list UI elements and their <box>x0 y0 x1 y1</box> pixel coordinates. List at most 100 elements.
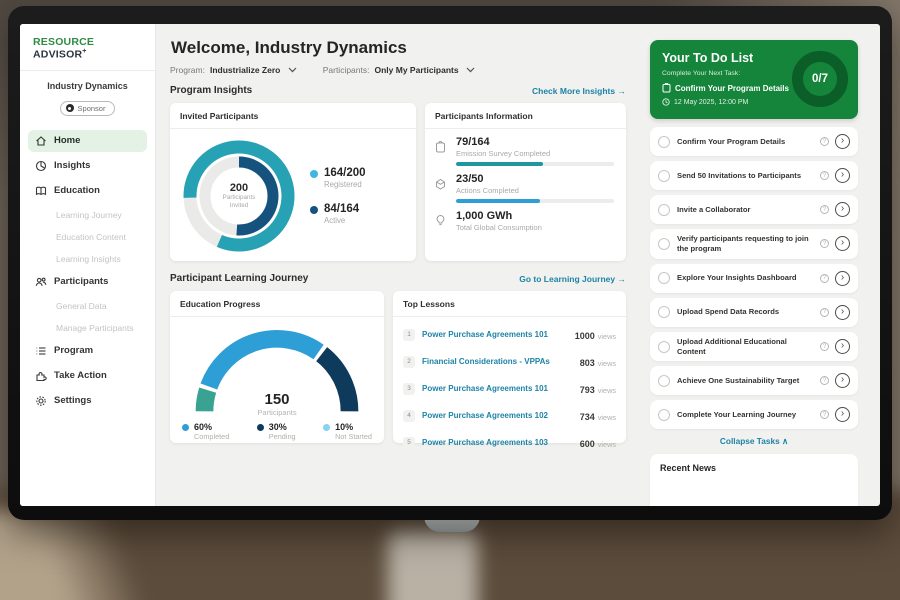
sidebar-item-label: Education <box>54 185 100 196</box>
lesson-link[interactable]: Financial Considerations - VPPAs <box>422 357 573 366</box>
program-filter-label: Program: <box>170 65 205 75</box>
top-lessons-card: Top Lessons 1 Power Purchase Agreements … <box>393 291 626 443</box>
task-item[interactable]: Upload Spend Data Records ? › <box>650 298 858 327</box>
not-started-dot-icon <box>323 424 330 431</box>
task-item[interactable]: Upload Additional Educational Content ? … <box>650 332 858 362</box>
actions-icon <box>435 178 446 190</box>
invited-participants-card: Invited Participants 200 ParticipantsInv… <box>170 103 416 261</box>
help-icon[interactable]: ? <box>820 376 829 385</box>
task-checkbox[interactable] <box>658 238 670 250</box>
lesson-rank: 2 <box>403 356 415 368</box>
app-logo: RESOURCE ADVISOR+ <box>20 24 155 71</box>
program-filter[interactable]: Program:Industrialize Zero <box>170 65 297 75</box>
task-checkbox[interactable] <box>658 204 670 216</box>
sidebar-item-insights[interactable]: Insights <box>28 155 147 177</box>
sidebar-item-label: Home <box>54 135 80 146</box>
task-item[interactable]: Explore Your Insights Dashboard ? › <box>650 264 858 293</box>
task-item[interactable]: Achieve One Sustainability Target ? › <box>650 366 858 395</box>
lesson-link[interactable]: Power Purchase Agreements 103 <box>422 438 573 447</box>
sidebar-item-learning-journey[interactable]: Learning Journey <box>28 205 147 225</box>
help-icon[interactable]: ? <box>820 410 829 419</box>
task-checkbox[interactable] <box>658 409 670 421</box>
task-item[interactable]: Confirm Your Program Details ? › <box>650 127 858 156</box>
task-checkbox[interactable] <box>658 306 670 318</box>
chevron-right-icon[interactable]: › <box>835 236 850 251</box>
monitor-stand <box>388 530 478 600</box>
task-checkbox[interactable] <box>658 170 670 182</box>
check-more-insights-link[interactable]: Check More Insights → <box>532 86 626 96</box>
lesson-link[interactable]: Power Purchase Agreements 102 <box>422 411 573 420</box>
education-progress-card: Education Progress 150 Participants <box>170 291 384 443</box>
help-icon[interactable]: ? <box>820 308 829 317</box>
help-icon[interactable]: ? <box>820 137 829 146</box>
todo-progress-ring: 0/7 <box>792 51 848 107</box>
sidebar-item-program[interactable]: Program <box>28 340 147 362</box>
actions-progress-bar <box>456 199 614 203</box>
lesson-rank: 3 <box>403 383 415 395</box>
lesson-rank: 4 <box>403 410 415 422</box>
desk-edge-left <box>0 510 170 600</box>
lesson-row: 5 Power Purchase Agreements 103 600views <box>403 429 616 456</box>
help-icon[interactable]: ? <box>820 205 829 214</box>
active-label: Active <box>324 216 359 225</box>
chevron-right-icon[interactable]: › <box>835 202 850 217</box>
sidebar-item-label: Take Action <box>54 370 107 381</box>
help-icon[interactable]: ? <box>820 171 829 180</box>
task-checkbox[interactable] <box>658 341 670 353</box>
participants-filter-label: Participants: <box>323 65 370 75</box>
task-item[interactable]: Send 50 Invitations to Participants ? › <box>650 161 858 190</box>
chevron-right-icon[interactable]: › <box>835 373 850 388</box>
sidebar-item-education[interactable]: Education <box>28 180 147 202</box>
go-to-learning-journey-link[interactable]: Go to Learning Journey → <box>519 274 626 284</box>
chevron-right-icon[interactable]: › <box>835 305 850 320</box>
sidebar-item-education-content[interactable]: Education Content <box>28 227 147 247</box>
chevron-up-icon: ∧ <box>782 436 788 446</box>
task-checkbox[interactable] <box>658 272 670 284</box>
task-item[interactable]: Complete Your Learning Journey ? › <box>650 400 858 429</box>
help-icon[interactable]: ? <box>820 342 829 351</box>
completed-legend: 60%Completed <box>182 422 229 441</box>
chevron-right-icon[interactable]: › <box>835 168 850 183</box>
active-legend: 84/164 Active <box>310 203 366 225</box>
sponsor-badge[interactable]: Sponsor <box>60 101 116 116</box>
todo-header-card: Your To Do List Complete Your Next Task:… <box>650 40 858 119</box>
sidebar-item-participants[interactable]: Participants <box>28 271 147 293</box>
task-item[interactable]: Verify participants requesting to join t… <box>650 229 858 259</box>
arrow-right-icon: → <box>618 86 627 96</box>
sidebar-item-home[interactable]: Home <box>28 130 147 152</box>
collapse-tasks-link[interactable]: Collapse Tasks ∧ <box>650 436 858 446</box>
lesson-link[interactable]: Power Purchase Agreements 101 <box>422 330 568 339</box>
sidebar-item-take-action[interactable]: Take Action <box>28 365 147 387</box>
sidebar-item-learning-insights[interactable]: Learning Insights <box>28 249 147 269</box>
sidebar-item-label: Program <box>54 345 93 356</box>
chevron-right-icon[interactable]: › <box>835 271 850 286</box>
invited-participants-donut-chart: 200 ParticipantsInvited <box>178 135 300 257</box>
completed-dot-icon <box>182 424 189 431</box>
actions-value: 23/50 <box>456 173 614 185</box>
chevron-right-icon[interactable]: › <box>835 339 850 354</box>
lesson-row: 4 Power Purchase Agreements 102 734views <box>403 402 616 429</box>
consumption-value: 1,000 GWh <box>456 210 614 222</box>
sidebar-item-settings[interactable]: Settings <box>28 390 147 412</box>
sidebar-item-manage-participants[interactable]: Manage Participants <box>28 318 147 338</box>
participants-filter[interactable]: Participants:Only My Participants <box>323 65 475 75</box>
gear-icon <box>35 395 47 407</box>
invited-participants-card-title: Invited Participants <box>170 103 416 129</box>
help-icon[interactable]: ? <box>820 274 829 283</box>
chevron-right-icon[interactable]: › <box>835 134 850 149</box>
sponsor-badge-label: Sponsor <box>78 104 106 113</box>
help-icon[interactable]: ? <box>820 239 829 248</box>
invited-count: 200 <box>230 182 248 194</box>
clipboard-icon <box>662 83 671 93</box>
top-lessons-card-title: Top Lessons <box>393 291 626 317</box>
task-checkbox[interactable] <box>658 136 670 148</box>
logo-resource: RESOURCE <box>33 36 94 48</box>
task-item[interactable]: Invite a Collaborator ? › <box>650 195 858 224</box>
sidebar-item-label: Insights <box>54 160 90 171</box>
chevron-right-icon[interactable]: › <box>835 407 850 422</box>
chevron-down-icon <box>466 67 475 73</box>
task-checkbox[interactable] <box>658 375 670 387</box>
sidebar-item-label: Participants <box>54 276 108 287</box>
sidebar-item-general-data[interactable]: General Data <box>28 296 147 316</box>
lesson-link[interactable]: Power Purchase Agreements 101 <box>422 384 573 393</box>
